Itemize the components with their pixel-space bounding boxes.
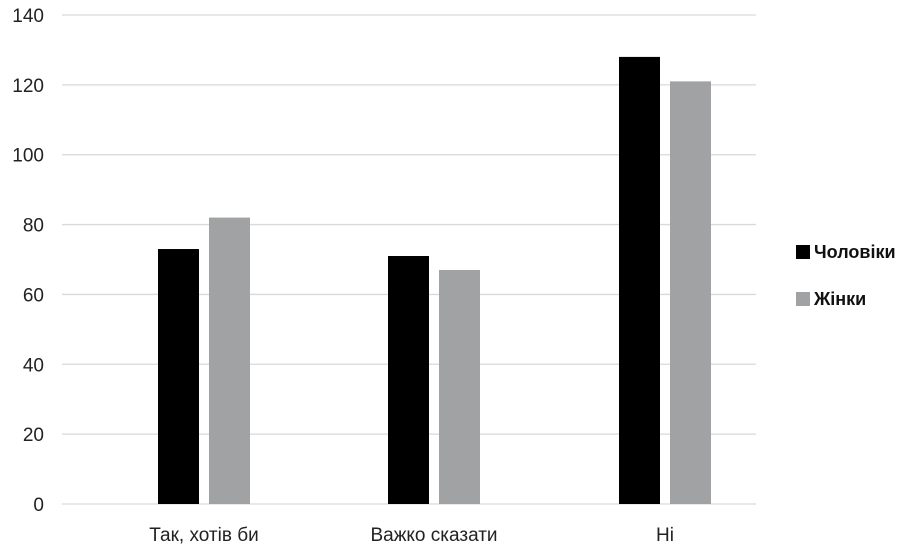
y-tick-label: 40 <box>23 355 44 376</box>
y-tick-label: 100 <box>12 146 44 167</box>
legend-label: Чоловіки <box>814 242 896 262</box>
x-category-label: Важко сказати <box>370 525 497 546</box>
x-category-label: Ні <box>656 525 674 546</box>
x-axis-categories: Так, хотів би Важко сказати Ні <box>149 525 674 546</box>
bar-women-2 <box>670 81 711 504</box>
y-axis-ticks: 0 20 40 60 80 100 120 140 <box>12 6 44 516</box>
y-tick-label: 120 <box>12 76 44 97</box>
bar-men-0 <box>158 249 199 504</box>
legend-swatch <box>796 245 810 259</box>
legend-swatch <box>796 292 810 306</box>
legend-label: Жінки <box>813 289 866 309</box>
bar-women-0 <box>209 217 250 505</box>
bar-men-1 <box>388 256 429 504</box>
y-tick-label: 20 <box>23 425 44 446</box>
y-tick-label: 60 <box>23 285 44 306</box>
legend: Чоловіки Жінки <box>796 242 896 309</box>
bar-men-2 <box>619 56 660 505</box>
bars <box>158 56 711 505</box>
y-tick-label: 140 <box>12 6 44 27</box>
y-tick-label: 80 <box>23 216 44 237</box>
bar-women-1 <box>439 269 480 504</box>
y-tick-label: 0 <box>33 495 44 516</box>
x-category-label: Так, хотів би <box>149 525 258 546</box>
